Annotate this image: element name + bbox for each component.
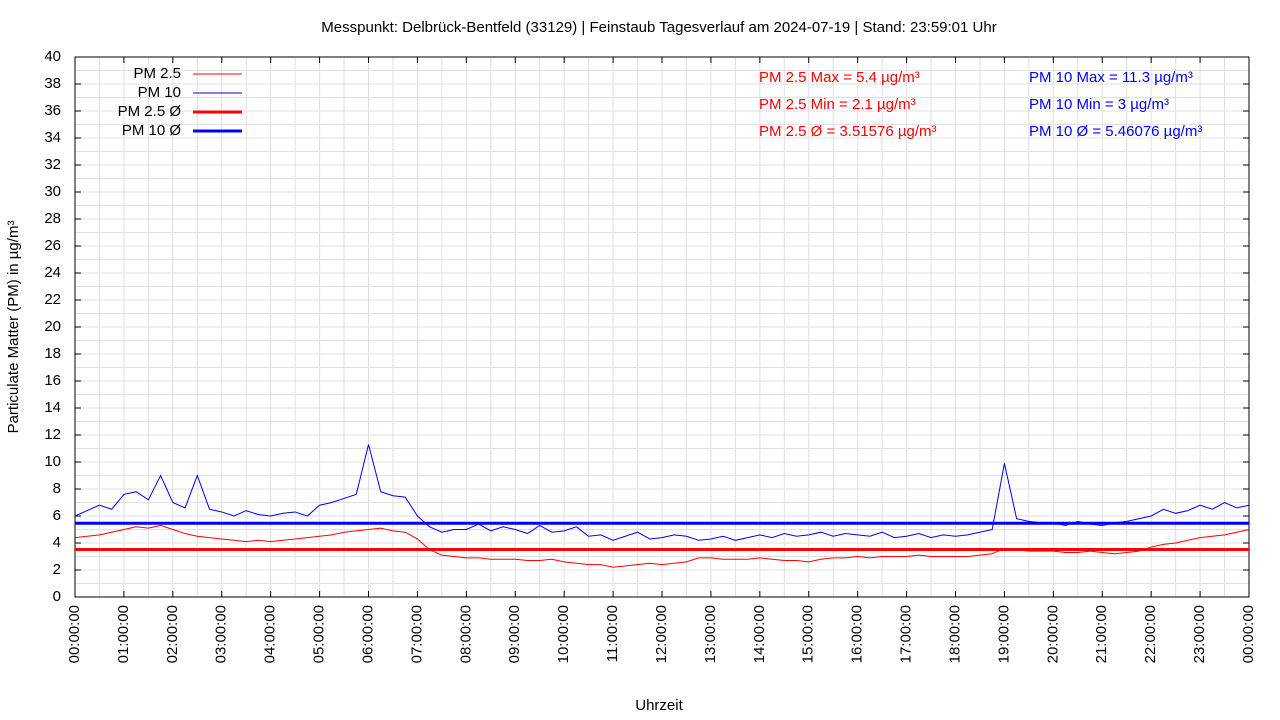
legend-label: PM 10 Ø xyxy=(122,122,182,139)
y-tick-label: 20 xyxy=(44,318,61,335)
y-tick-label: 16 xyxy=(44,372,61,389)
y-tick-label: 14 xyxy=(44,399,61,416)
y-tick-label: 32 xyxy=(44,156,61,173)
y-tick-label: 12 xyxy=(44,426,61,443)
x-tick-label: 18:00:00 xyxy=(946,605,963,663)
annotation: PM 2.5 Min = 2.1 µg/m³ xyxy=(759,96,916,113)
x-tick-label: 21:00:00 xyxy=(1093,605,1110,663)
y-tick-label: 28 xyxy=(44,210,61,227)
annotation: PM 10 Max = 11.3 µg/m³ xyxy=(1029,69,1193,86)
x-tick-label: 13:00:00 xyxy=(702,605,719,663)
y-tick-label: 30 xyxy=(44,183,61,200)
y-tick-label: 2 xyxy=(53,561,61,578)
chart-title: Messpunkt: Delbrück-Bentfeld (33129) | F… xyxy=(321,19,996,36)
y-tick-label: 0 xyxy=(53,588,61,605)
x-tick-label: 20:00:00 xyxy=(1044,605,1061,663)
x-tick-label: 04:00:00 xyxy=(262,605,279,663)
x-tick-label: 01:00:00 xyxy=(115,605,132,663)
x-tick-label: 12:00:00 xyxy=(653,605,670,663)
x-tick-label: 00:00:00 xyxy=(66,605,83,663)
y-tick-label: 10 xyxy=(44,453,61,470)
y-axis-label: Particulate Matter (PM) in µg/m³ xyxy=(5,221,22,434)
y-tick-label: 26 xyxy=(44,237,61,254)
x-tick-label: 05:00:00 xyxy=(311,605,328,663)
x-tick-label: 19:00:00 xyxy=(995,605,1012,663)
x-tick-label: 07:00:00 xyxy=(408,605,425,663)
y-tick-label: 6 xyxy=(53,507,61,524)
x-tick-label: 17:00:00 xyxy=(898,605,915,663)
x-axis-label: Uhrzeit xyxy=(635,697,683,714)
annotation: PM 10 Ø = 5.46076 µg/m³ xyxy=(1029,123,1202,140)
y-tick-label: 22 xyxy=(44,291,61,308)
legend-label: PM 10 xyxy=(138,84,181,101)
y-tick-label: 38 xyxy=(44,75,61,92)
x-tick-label: 03:00:00 xyxy=(213,605,230,663)
x-tick-label: 09:00:00 xyxy=(506,605,523,663)
x-tick-label: 14:00:00 xyxy=(751,605,768,663)
x-tick-label: 16:00:00 xyxy=(849,605,866,663)
y-tick-label: 24 xyxy=(44,264,61,281)
x-tick-label: 22:00:00 xyxy=(1142,605,1159,663)
legend-label: PM 2.5 xyxy=(133,65,181,82)
y-tick-label: 34 xyxy=(44,129,61,146)
y-tick-label: 8 xyxy=(53,480,61,497)
legend-label: PM 2.5 Ø xyxy=(118,103,182,120)
series-line xyxy=(74,524,1250,568)
y-tick-label: 36 xyxy=(44,102,61,119)
plot-border xyxy=(74,56,1250,598)
annotation: PM 2.5 Ø = 3.51576 µg/m³ xyxy=(759,123,936,140)
y-tick-label: 40 xyxy=(44,48,61,65)
x-tick-label: 00:00:00 xyxy=(1240,605,1257,663)
x-tick-label: 06:00:00 xyxy=(359,605,376,663)
annotation: PM 10 Min = 3 µg/m³ xyxy=(1029,96,1169,113)
x-tick-label: 10:00:00 xyxy=(555,605,572,663)
x-tick-label: 02:00:00 xyxy=(164,605,181,663)
annotation: PM 2.5 Max = 5.4 µg/m³ xyxy=(759,69,920,86)
x-tick-label: 15:00:00 xyxy=(800,605,817,663)
y-tick-label: 4 xyxy=(53,534,61,551)
x-tick-label: 11:00:00 xyxy=(604,605,621,662)
x-tick-label: 23:00:00 xyxy=(1191,605,1208,663)
x-tick-label: 08:00:00 xyxy=(457,605,474,663)
y-tick-label: 18 xyxy=(44,345,61,362)
